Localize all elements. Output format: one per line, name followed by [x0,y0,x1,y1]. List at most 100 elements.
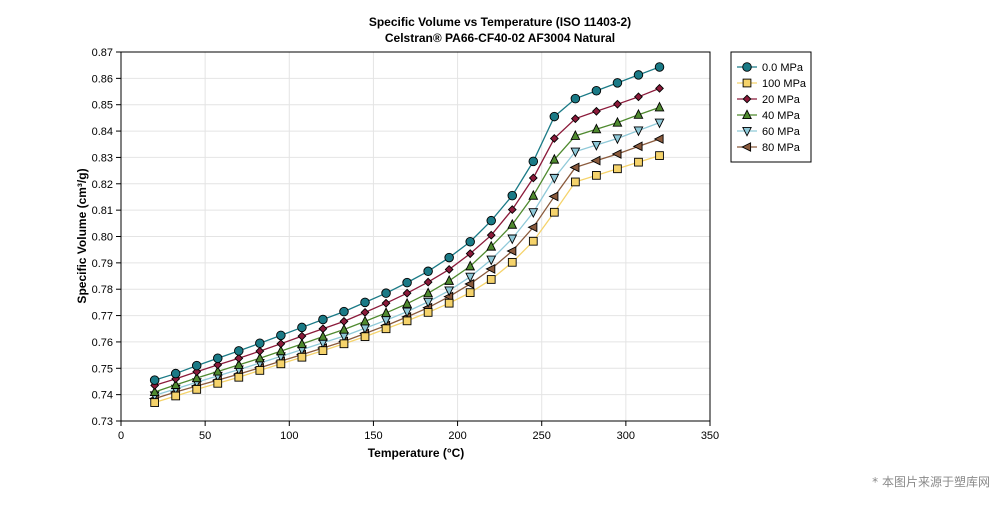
data-point [486,275,496,284]
y-tick-label: 0.79 [92,258,113,270]
data-point [528,156,539,167]
data-point [360,297,370,308]
data-point [591,140,602,151]
data-point [318,324,328,334]
data-point [255,346,265,356]
data-point [170,379,181,389]
data-point [339,306,349,317]
series-0-0-mpa [149,62,665,385]
data-point [402,288,412,298]
data-point [549,134,559,143]
data-point [213,353,223,364]
legend-label: 100 MPa [762,78,807,90]
y-tick-label: 0.86 [92,73,113,85]
data-point [486,230,496,240]
data-point [297,322,307,333]
data-point [507,218,518,229]
series-line [154,66,660,381]
data-point [360,315,370,326]
data-point [486,240,497,251]
data-point [339,339,349,349]
data-point [654,118,665,129]
data-point [275,345,286,356]
data-point [507,190,518,201]
data-point [591,85,602,96]
data-point [254,352,265,363]
data-point [549,173,560,184]
data-point [571,177,580,187]
y-tick-label: 0.83 [92,152,113,164]
x-tick-label: 300 [617,430,635,442]
data-point [527,222,538,233]
y-tick-label: 0.85 [92,100,113,112]
data-point [655,151,664,160]
x-tick-label: 200 [448,430,466,442]
legend-item: 100 MPa [737,78,807,90]
legend-marker [742,94,752,104]
data-point [465,288,475,297]
data-point [234,353,244,363]
legend-marker [742,109,752,120]
y-tick-label: 0.82 [92,179,113,191]
data-point [506,246,517,256]
y-tick-label: 0.80 [92,232,113,244]
legend-marker [742,126,752,137]
axes: 0 50 100 150 200 250 300 350 0.73 0.74 0.75 0.76 0.7… [92,47,720,442]
data-point [507,257,517,267]
y-tick-label: 0.78 [92,284,113,296]
y-tick-label: 0.73 [92,416,113,428]
y-axis-title: Specific Volume (cm³/g) [75,168,89,303]
data-point [234,346,244,356]
data-point [255,338,265,348]
data-point [402,297,413,308]
data-point [318,346,328,355]
data-point [570,130,581,140]
data-point [465,249,475,259]
x-tick-label: 50 [199,430,211,442]
grid [121,52,710,421]
data-point [444,252,454,263]
data-point [549,111,560,122]
legend-item: 0.0 MPa [737,62,804,74]
data-point [360,307,370,317]
data-point [612,78,623,88]
data-point [150,398,160,407]
data-point [170,368,181,379]
data-point [402,277,412,288]
data-point [653,134,664,144]
y-tick-label: 0.81 [92,205,113,217]
series-100-mpa [150,151,664,407]
data-point [570,93,581,104]
data-point [486,215,496,226]
data-point [591,123,602,134]
data-point [548,191,559,202]
data-point [191,360,202,371]
data-point [423,277,433,287]
data-point [465,260,476,271]
series-40-mpa [149,101,665,397]
data-point [402,307,413,318]
data-point [633,108,644,119]
y-tick-label: 0.84 [92,126,113,138]
data-point [276,359,286,369]
data-point [402,316,412,326]
legend-label: 80 MPa [762,142,801,154]
data-point [276,330,286,341]
data-point [444,286,455,297]
data-point [464,279,475,289]
data-point [465,272,476,283]
x-tick-label: 250 [533,430,551,442]
data-point [234,372,244,382]
data-point [149,386,160,397]
data-point [213,378,223,388]
data-point [381,324,391,334]
data-point [149,375,160,385]
data-point [528,208,539,219]
data-point [528,236,538,246]
data-point [590,155,601,166]
data-point [296,338,307,349]
data-point [591,106,601,116]
data-point [655,83,664,93]
x-axis-title: Temperature (°C) [368,446,465,460]
